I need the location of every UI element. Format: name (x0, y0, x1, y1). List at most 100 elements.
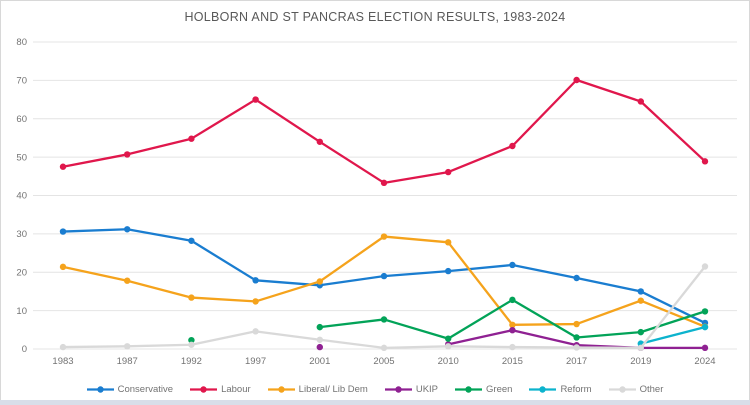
data-point-marker (637, 288, 644, 295)
y-axis-tick-label: 30 (16, 229, 27, 240)
x-axis-tick-label: 2005 (373, 356, 394, 367)
legend-label: Liberal/ Lib Dem (298, 383, 368, 395)
data-point-marker (124, 277, 131, 284)
x-axis-tick-label: 2017 (566, 356, 587, 367)
x-axis-tick-label: 1983 (52, 356, 73, 367)
data-point-marker (188, 341, 195, 348)
data-point-marker (445, 168, 452, 176)
legend-label: Conservative (117, 383, 174, 395)
data-point-marker (445, 239, 452, 246)
legend-line-marker-icon (384, 385, 412, 393)
series-line (61, 235, 707, 328)
legend-item-conservative: Conservative (86, 383, 174, 395)
legend-line-marker-icon (86, 385, 114, 393)
data-point-marker (124, 151, 131, 158)
data-point-marker (573, 344, 580, 351)
legend-line-marker-icon (267, 385, 295, 393)
data-point-marker (124, 343, 131, 350)
data-point-marker (252, 328, 259, 335)
data-point-marker (380, 316, 388, 323)
data-point-marker (573, 334, 580, 341)
legend-label: Labour (221, 383, 251, 395)
data-point-marker (59, 228, 67, 235)
legend-dot (96, 385, 104, 393)
series-reform (637, 323, 709, 347)
legend-item-other: Other (608, 384, 663, 395)
data-point-marker (701, 308, 709, 315)
legend-item-liberal-lib-dem: Liberal/ Lib Dem (267, 383, 368, 395)
data-point-marker (637, 328, 644, 336)
legend-item-reform: Reform (529, 383, 592, 395)
legend-item-labour: Labour (190, 384, 251, 395)
legend-item-ukip: UKIP (384, 383, 439, 395)
series-line (61, 78, 707, 184)
legend-dot (200, 385, 207, 393)
y-axis-tick-label: 70 (16, 76, 27, 87)
data-point-marker (316, 138, 323, 145)
data-point-marker (509, 296, 516, 304)
data-point-marker (316, 278, 323, 285)
legend-line-marker-icon (190, 385, 218, 393)
data-point-marker (188, 237, 195, 244)
data-point-marker (380, 344, 388, 352)
legend-label: Reform (560, 383, 592, 395)
data-point-marker (701, 344, 709, 352)
data-point-marker (445, 335, 452, 342)
legend-label: Green (486, 383, 513, 395)
data-point-marker (59, 343, 67, 351)
data-point-marker (509, 321, 516, 329)
legend-item-green: Green (455, 384, 512, 395)
data-point-marker (573, 274, 580, 282)
data-point-marker (701, 263, 709, 270)
y-axis-tick-label: 0 (22, 344, 27, 355)
data-point-marker (509, 261, 516, 269)
y-axis-tick-label: 40 (16, 191, 27, 202)
data-point-marker (509, 326, 516, 334)
y-axis-tick-label: 20 (16, 267, 27, 278)
y-axis-tick-label: 60 (16, 114, 27, 125)
chart-title: HOLBORN AND ST PANCRAS ELECTION RESULTS,… (184, 10, 566, 24)
x-axis-tick-label: 2024 (694, 356, 715, 367)
data-point-marker (59, 263, 67, 271)
data-point-marker (573, 76, 580, 84)
legend-line-marker-icon (529, 385, 557, 393)
y-axis-tick-label: 50 (16, 152, 27, 163)
data-point-marker (316, 323, 323, 331)
series-liberal-lib-dem (59, 233, 709, 330)
data-point-marker (509, 343, 516, 351)
data-point-marker (380, 272, 388, 280)
legend-dot (539, 385, 547, 393)
data-point-marker (445, 343, 452, 350)
bottom-edge-strip (0, 400, 750, 405)
data-point-marker (701, 158, 709, 165)
data-point-marker (252, 277, 259, 284)
x-axis-tick-label: 1997 (245, 356, 266, 367)
series-green (188, 296, 709, 344)
data-point-marker (573, 320, 580, 328)
data-point-marker (316, 343, 323, 351)
legend-dot (465, 385, 472, 393)
x-axis-tick-label: 2019 (630, 356, 651, 367)
legend-label: UKIP (415, 383, 439, 395)
data-point-marker (380, 179, 388, 187)
data-point-marker (637, 297, 644, 304)
series-conservative (59, 226, 709, 327)
data-point-marker (188, 135, 195, 142)
data-point-marker (637, 344, 644, 352)
x-axis-tick-label: 2015 (502, 356, 523, 367)
legend-dot (618, 385, 626, 393)
x-axis-tick-label: 1987 (117, 356, 138, 367)
data-point-marker (188, 294, 195, 301)
x-axis-tick-label: 2010 (438, 356, 459, 367)
data-point-marker (445, 267, 452, 275)
chart-legend: Conservative Labour Liberal/ Lib Dem UKIP Gr… (0, 381, 750, 397)
data-point-marker (637, 98, 644, 105)
data-point-marker (701, 323, 709, 331)
data-point-marker (316, 336, 323, 343)
data-point-marker (509, 142, 516, 150)
series-line (639, 325, 707, 345)
x-axis-tick-label: 2001 (309, 356, 330, 367)
legend-line-marker-icon (608, 385, 636, 393)
y-axis-tick-label: 10 (16, 306, 27, 317)
data-point-marker (124, 226, 131, 233)
